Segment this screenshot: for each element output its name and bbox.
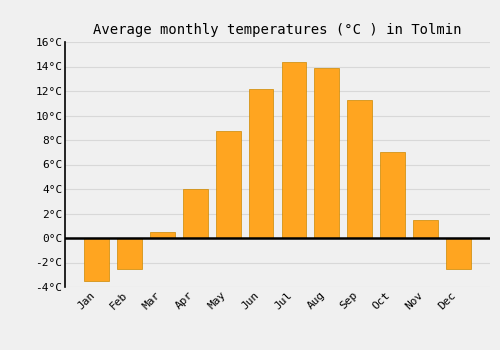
Bar: [216, 132, 240, 238]
Bar: [314, 68, 339, 238]
Bar: [248, 89, 274, 238]
Bar: [446, 238, 470, 269]
Bar: [183, 189, 208, 238]
Bar: [117, 238, 142, 269]
Bar: [84, 238, 109, 281]
Bar: [380, 152, 405, 238]
Bar: [348, 100, 372, 238]
Bar: [150, 232, 174, 238]
Title: Average monthly temperatures (°C ) in Tolmin: Average monthly temperatures (°C ) in To…: [93, 23, 462, 37]
Bar: [413, 220, 438, 238]
Bar: [282, 62, 306, 238]
